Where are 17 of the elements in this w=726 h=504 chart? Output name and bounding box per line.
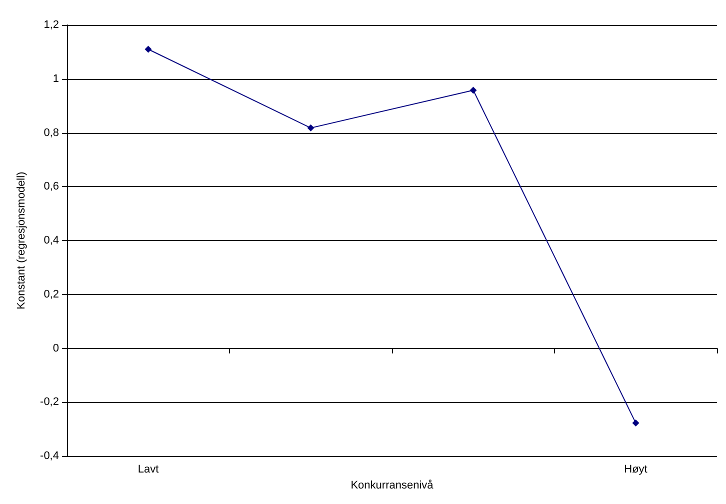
x-tick-label: Høyt	[624, 464, 648, 476]
y-tick-label: 1,2	[44, 19, 59, 31]
y-axis-title: Konstant (regresjonsmodell)	[16, 172, 28, 310]
x-tick-label: Lavt	[138, 464, 159, 476]
y-tick-label: 0,4	[44, 234, 59, 247]
point	[144, 46, 152, 53]
y-tick-label: -0,2	[40, 396, 59, 408]
point	[307, 124, 314, 132]
x-axis-title: Konkurransenivå	[350, 480, 434, 492]
point	[470, 86, 477, 94]
y-tick-label: 0,2	[44, 288, 59, 300]
y-tick-label: 1	[52, 72, 59, 85]
y-tick-label: -0,4	[40, 450, 59, 462]
y-tick-label: 0,8	[44, 126, 59, 139]
point	[632, 419, 640, 426]
y-tick-label: 0	[52, 342, 59, 354]
y-tick-label: 0,6	[44, 180, 59, 193]
